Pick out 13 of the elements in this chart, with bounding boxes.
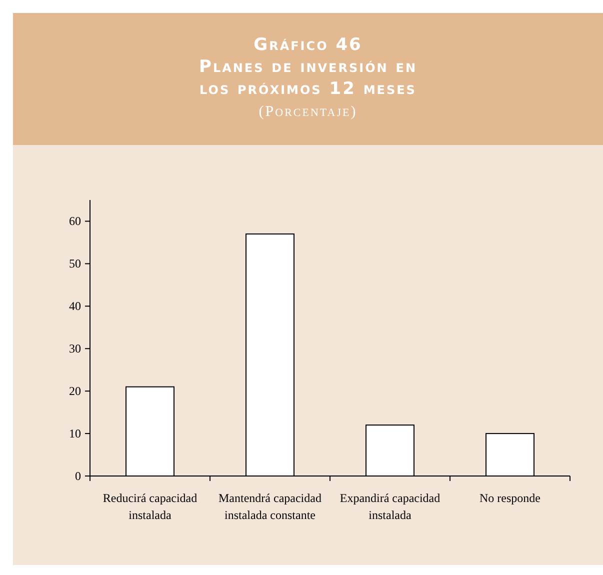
x-tick-label: Mantendrá capacidad instalada constante <box>218 491 322 522</box>
x-tick-label: Reducirá capacidad instalada <box>102 491 198 522</box>
y-tick-label: 60 <box>69 214 81 228</box>
y-tick-label: 10 <box>69 426 81 441</box>
chart-title: Gráfico 46 Planes de inversión en los próximos 12 meses <box>198 35 418 99</box>
x-tick-label: No responde <box>480 491 540 505</box>
y-tick-label: 20 <box>69 384 81 398</box>
y-tick-label: 0 <box>75 469 81 483</box>
chart-subtitle: (Porcentaje) <box>258 104 358 120</box>
y-tick-label: 30 <box>69 342 81 356</box>
x-tick-label: Expandirá capacidad instalada <box>340 491 440 522</box>
y-tick-label: 50 <box>69 256 81 271</box>
y-tick-label: 40 <box>69 299 81 314</box>
